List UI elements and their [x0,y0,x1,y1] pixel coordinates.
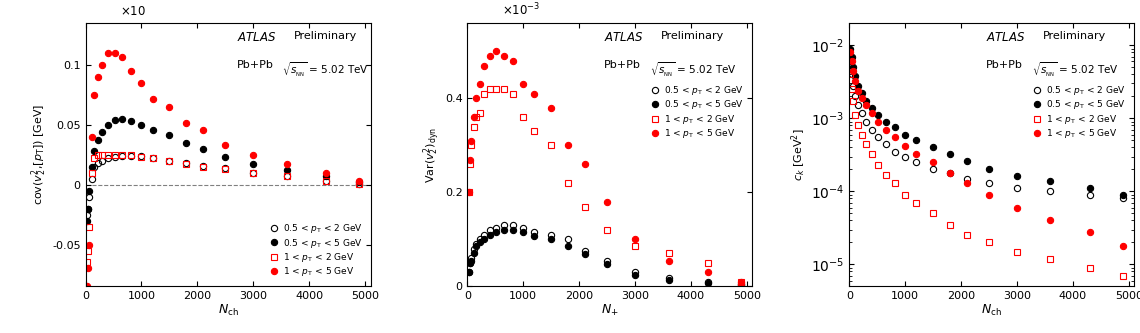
Text: $\sqrt{s_{_{\mathrm{NN}}}}$ = 5.02 TeV: $\sqrt{s_{_{\mathrm{NN}}}}$ = 5.02 TeV [650,60,736,79]
Text: $\times$10$^{-3}$: $\times$10$^{-3}$ [502,1,540,18]
Text: Preliminary: Preliminary [1043,31,1106,41]
Text: Pb+Pb: Pb+Pb [986,60,1023,70]
X-axis label: $N_{\mathrm{+}}$: $N_{\mathrm{+}}$ [601,303,619,318]
Text: $\mathit{ATLAS}$: $\mathit{ATLAS}$ [237,31,276,44]
Text: $\mathit{ATLAS}$: $\mathit{ATLAS}$ [986,31,1026,44]
Legend: 0.5 < $p_{\mathrm{T}}$ < 2 GeV, 0.5 < $p_{\mathrm{T}}$ < 5 GeV, 1 < $p_{\mathrm{: 0.5 < $p_{\mathrm{T}}$ < 2 GeV, 0.5 < $p… [264,218,366,282]
Legend: 0.5 < $p_{\mathrm{T}}$ < 2 GeV, 0.5 < $p_{\mathrm{T}}$ < 5 GeV, 1 < $p_{\mathrm{: 0.5 < $p_{\mathrm{T}}$ < 2 GeV, 0.5 < $p… [646,81,748,144]
Legend: 0.5 < $p_{\mathrm{T}}$ < 2 GeV, 0.5 < $p_{\mathrm{T}}$ < 5 GeV, 1 < $p_{\mathrm{: 0.5 < $p_{\mathrm{T}}$ < 2 GeV, 0.5 < $p… [1028,81,1130,144]
Y-axis label: Var$(v_{2}^{2})_{\mathrm{dyn}}$: Var$(v_{2}^{2})_{\mathrm{dyn}}$ [421,127,442,183]
X-axis label: $N_{\mathrm{ch}}$: $N_{\mathrm{ch}}$ [982,303,1002,318]
Y-axis label: $c_{k}$ [GeV$^{2}$]: $c_{k}$ [GeV$^{2}$] [790,129,808,181]
Text: $\sqrt{s_{_{\mathrm{NN}}}}$ = 5.02 TeV: $\sqrt{s_{_{\mathrm{NN}}}}$ = 5.02 TeV [1032,60,1118,79]
Text: $\sqrt{s_{_{\mathrm{NN}}}}$ = 5.02 TeV: $\sqrt{s_{_{\mathrm{NN}}}}$ = 5.02 TeV [283,60,369,79]
Text: Preliminary: Preliminary [293,31,357,41]
Y-axis label: cov($v_{2}^{2}$,[$p_{\mathrm{T}}$]) [GeV]: cov($v_{2}^{2}$,[$p_{\mathrm{T}}$]) [GeV… [30,104,49,205]
Text: $\mathit{ATLAS}$: $\mathit{ATLAS}$ [604,31,644,44]
X-axis label: $N_{\mathrm{ch}}$: $N_{\mathrm{ch}}$ [218,303,238,318]
Text: $\times$10: $\times$10 [120,5,146,18]
Text: Preliminary: Preliminary [661,31,724,41]
Text: Pb+Pb: Pb+Pb [604,60,641,70]
Text: Pb+Pb: Pb+Pb [237,60,274,70]
